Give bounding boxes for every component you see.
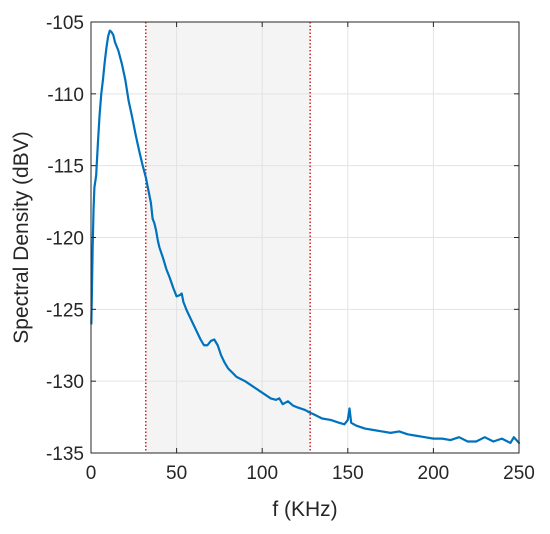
y-tick-label-5: -110 xyxy=(47,85,84,106)
x-tick-label-3: 150 xyxy=(332,463,364,484)
axes-layer xyxy=(90,21,520,454)
x-tick-label-0: 0 xyxy=(86,463,97,484)
x-tick-label-4: 200 xyxy=(418,463,450,484)
series-layer xyxy=(90,29,521,445)
y-tick-label-3: -120 xyxy=(46,229,84,250)
y-tick-labels: -135 -130 -125 -120 -115 -110 -105 xyxy=(46,13,84,465)
grid-layer xyxy=(91,22,519,453)
x-tick-label-5: 250 xyxy=(503,463,535,484)
x-tick-label-1: 50 xyxy=(166,463,187,484)
y-axis-title: Spectral Density (dBV) xyxy=(10,131,33,343)
y-tick-label-4: -115 xyxy=(47,157,84,178)
y-tick-label-2: -125 xyxy=(46,300,84,321)
x-axis-title: f (KHz) xyxy=(272,498,337,521)
y-tick-label-6: -105 xyxy=(46,13,84,34)
y-tick-label-1: -130 xyxy=(46,372,84,393)
series-line-1 xyxy=(90,29,521,445)
x-tick-label-2: 100 xyxy=(246,463,278,484)
y-tick-label-0: -135 xyxy=(46,444,84,465)
x-tick-labels: 0 50 100 150 200 250 xyxy=(86,463,535,484)
